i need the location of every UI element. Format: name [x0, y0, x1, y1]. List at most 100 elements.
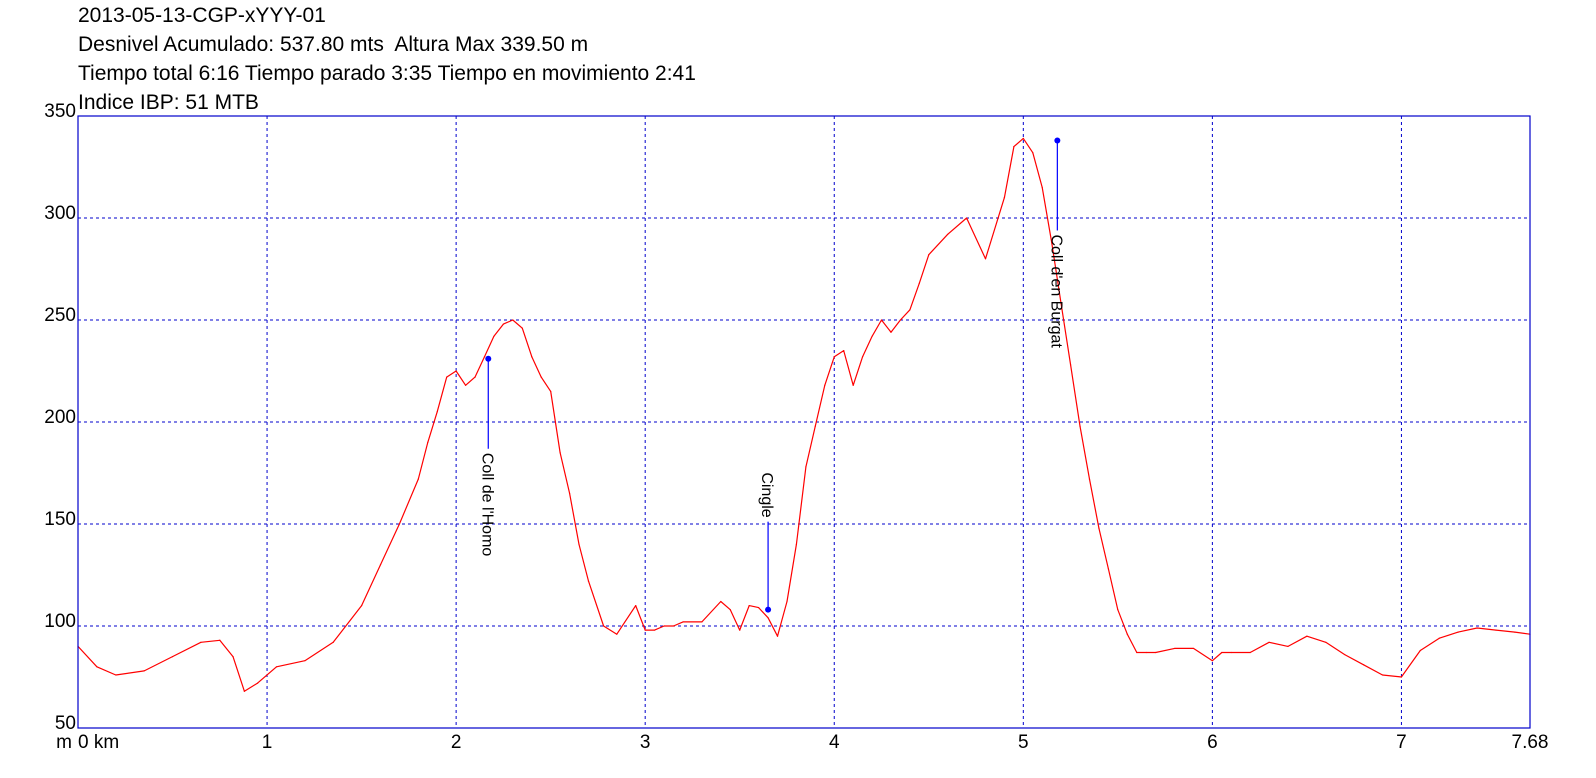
profile-point — [880, 319, 883, 321]
profile-point — [1344, 653, 1346, 656]
x-tick-label: 1 — [262, 732, 273, 753]
y-tick-label: 150 — [44, 509, 76, 530]
profile-point — [1438, 637, 1440, 639]
profile-point — [616, 633, 618, 635]
profile-point — [115, 674, 117, 676]
profile-point — [928, 254, 930, 256]
grid — [78, 116, 1530, 728]
profile-point — [814, 425, 816, 427]
profile-point — [521, 327, 523, 329]
profile-point — [852, 384, 854, 386]
profile-point — [644, 629, 646, 631]
profile-point — [654, 629, 656, 631]
profile-point — [909, 309, 911, 311]
profile-point — [493, 335, 495, 337]
y-tick-label: 300 — [44, 203, 76, 224]
profile-point — [1457, 631, 1459, 633]
x-tick-label: 5 — [1018, 732, 1029, 753]
profile-point — [602, 625, 605, 627]
profile-point — [1287, 645, 1289, 648]
profile-point — [1476, 627, 1478, 629]
y-tick-label: 200 — [44, 407, 76, 428]
profile-point — [1003, 197, 1006, 199]
profile-point — [257, 682, 259, 684]
profile-point — [1495, 629, 1497, 631]
profile-point — [332, 641, 334, 643]
profile-point — [1117, 609, 1119, 611]
profile-point — [512, 319, 514, 321]
profile-point — [398, 523, 401, 525]
profile-point — [1173, 647, 1176, 650]
time-summary: Tiempo total 6:16 Tiempo parado 3:35 Tie… — [78, 62, 696, 85]
profile-point — [833, 356, 835, 358]
profile-point — [899, 319, 902, 321]
profile-point — [635, 605, 637, 607]
profile-point — [1145, 651, 1147, 654]
profile-point — [824, 384, 826, 386]
profile-point — [1069, 364, 1072, 366]
profile-point — [947, 233, 949, 235]
axis-ticks: 0 km 1 2 3 4 5 6 7 7.68 m50 100 150 200 250 300 350 — [44, 101, 1548, 753]
profile-point — [758, 607, 760, 609]
waypoint-marker — [765, 606, 772, 613]
profile-point — [1230, 651, 1232, 654]
profile-point — [1325, 641, 1327, 643]
profile-point — [1041, 186, 1043, 188]
elevation-profile-line — [77, 137, 1531, 692]
profile-point — [1136, 651, 1138, 654]
annotations: Coll de l'Homo Cingle Coll d'en Burgat — [478, 137, 1064, 613]
profile-point — [360, 605, 363, 607]
plot-frame — [77, 115, 1531, 729]
track-name: 2013-05-13-CGP-xYYY-01 — [78, 4, 326, 27]
profile-point — [275, 666, 278, 668]
profile-point — [1060, 303, 1062, 305]
waypoint-marker — [485, 355, 492, 362]
profile-point — [502, 323, 504, 325]
profile-point — [1419, 649, 1421, 652]
y-tick-label: 100 — [44, 611, 76, 632]
y-tick-label: 250 — [44, 305, 76, 326]
x-tick-label: 3 — [640, 732, 651, 753]
profile-point — [587, 580, 590, 582]
profile-point — [1126, 633, 1128, 635]
waypoint-label: Cingle — [758, 472, 775, 517]
x-tick-label: 2 — [451, 732, 462, 753]
y-unit-label: m — [56, 732, 72, 753]
profile-point — [578, 543, 580, 546]
profile-point — [805, 466, 807, 468]
x-tick-label: 4 — [829, 732, 840, 753]
profile-point — [767, 617, 769, 619]
profile-point — [1088, 478, 1091, 480]
x-tick-label: 6 — [1207, 732, 1218, 753]
profile-point — [243, 690, 245, 692]
profile-point — [1107, 568, 1109, 570]
waypoint-label: Coll de l'Homo — [478, 453, 495, 557]
profile-point — [427, 441, 429, 443]
x-tick-label: 0 km — [78, 732, 119, 753]
profile-point — [171, 656, 174, 658]
profile-point — [720, 600, 722, 603]
profile-point — [531, 356, 533, 358]
profile-point — [379, 564, 382, 566]
waypoint-marker — [1054, 137, 1061, 144]
profile-point — [200, 641, 202, 643]
profile-point — [1268, 641, 1270, 643]
ascent-and-max-altitude: Desnivel Acumulado: 537.80 mts Altura Ma… — [78, 33, 589, 56]
profile-point — [701, 621, 703, 623]
profile-point — [143, 670, 145, 672]
profile-point — [1155, 651, 1157, 654]
profile-point — [559, 452, 561, 454]
profile-point — [843, 350, 845, 352]
profile-point — [455, 370, 457, 372]
profile-point — [1022, 137, 1024, 140]
x-tick-label: 7.68 — [1512, 732, 1549, 753]
profile-series — [77, 137, 1531, 692]
y-tick-label: 50 — [55, 713, 76, 734]
profile-point — [1514, 631, 1516, 633]
profile-point — [739, 629, 741, 631]
profile-point — [786, 600, 788, 603]
profile-point — [1098, 527, 1100, 529]
profile-point — [871, 335, 873, 337]
profile-point — [417, 478, 419, 480]
